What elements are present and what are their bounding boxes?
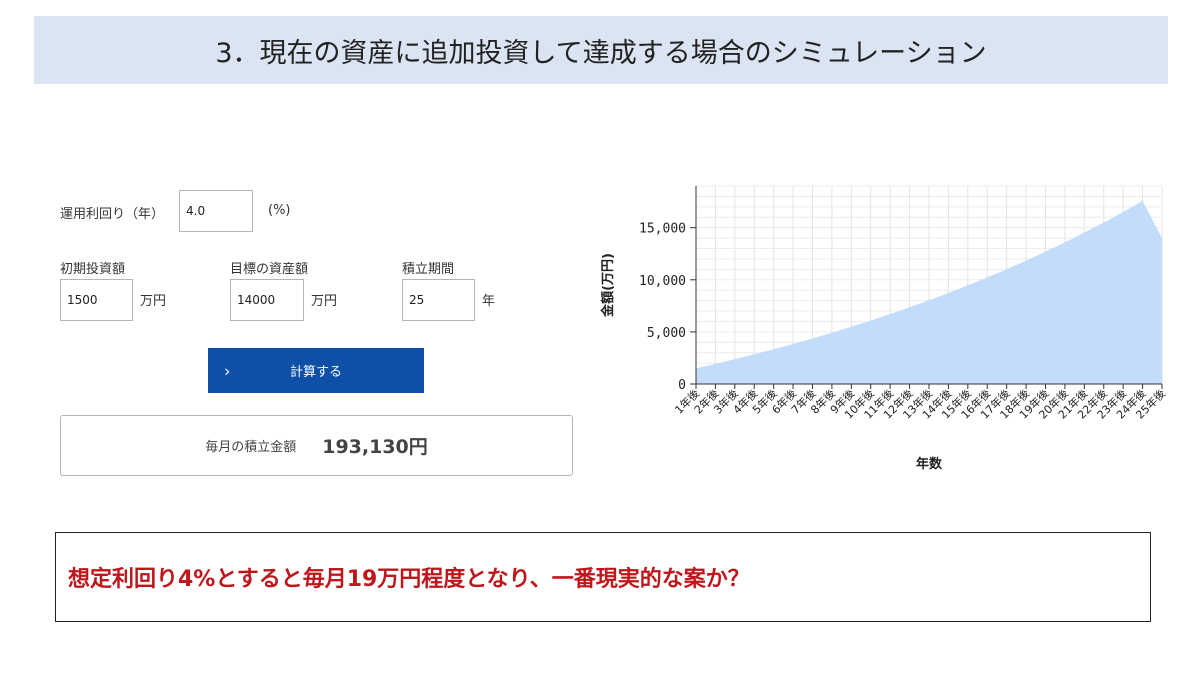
target-label: 目標の資産額 (230, 262, 309, 277)
page-title: 3．現在の資産に追加投資して達成する場合のシミュレーション (215, 37, 987, 69)
data-point (869, 319, 872, 322)
y-tick-label: 0 (678, 378, 686, 393)
data-point (1161, 237, 1163, 239)
target-input[interactable] (237, 293, 297, 307)
y-tick-label: 15,000 (639, 222, 686, 237)
initial-label: 初期投資額 (60, 262, 126, 277)
y-tick-label: 10,000 (639, 274, 686, 289)
asset-growth-chart: 05,00010,00015,0001年後2年後3年後4年後5年後6年後7年後8… (600, 185, 1168, 472)
note-text: 想定利回り4%とすると毎月19万円程度となり、一番現実的な案か？ (68, 567, 750, 592)
rate-unit: (%) (268, 203, 291, 218)
period-unit: 年 (482, 294, 496, 309)
area-series (696, 201, 1162, 384)
data-point (831, 331, 833, 334)
period-input[interactable] (409, 293, 468, 307)
data-point (967, 284, 969, 287)
rate-input[interactable] (186, 204, 246, 218)
rate-field[interactable] (179, 190, 253, 232)
target-unit: 万円 (311, 294, 338, 309)
result-value: 193,130円 (322, 436, 428, 458)
y-tick-label: 5,000 (647, 326, 686, 341)
data-point (792, 343, 794, 345)
data-point (1083, 231, 1086, 234)
data-point (811, 337, 814, 340)
data-point (947, 292, 950, 294)
data-point (928, 299, 930, 302)
period-label: 積立期間 (402, 262, 455, 277)
period-field[interactable] (402, 279, 475, 321)
data-point (714, 363, 717, 365)
result-box: 毎月の積立金額 193,130円 (60, 415, 573, 476)
data-point (1005, 268, 1008, 271)
data-point (1044, 250, 1047, 253)
data-point (889, 313, 891, 315)
calculate-button-label: 計算する (289, 365, 342, 380)
target-field[interactable] (230, 279, 304, 321)
data-point (986, 276, 989, 279)
rate-label: 運用利回り（年） (60, 207, 165, 222)
data-point (908, 306, 911, 309)
initial-field[interactable] (60, 279, 133, 321)
data-point (1141, 200, 1144, 202)
chevron-right-icon: › (224, 361, 231, 380)
data-point (772, 348, 775, 351)
x-axis-title: 年数 (916, 456, 943, 472)
data-point (1122, 211, 1124, 213)
note-box: 想定利回り4%とすると毎月19万円程度となり、一番現実的な案か？ (55, 532, 1151, 622)
initial-unit: 万円 (140, 294, 167, 309)
data-point (1102, 221, 1105, 224)
data-point (753, 353, 756, 356)
data-point (850, 325, 853, 328)
data-point (1025, 259, 1027, 262)
initial-input[interactable] (67, 293, 126, 307)
title-banner: 3．現在の資産に追加投資して達成する場合のシミュレーション (34, 16, 1168, 84)
data-point (734, 358, 736, 360)
data-point (1064, 241, 1066, 244)
calculate-button[interactable]: › 計算する (208, 348, 424, 393)
y-axis-title: 金額(万円) (600, 253, 616, 318)
result-label: 毎月の積立金額 (205, 440, 297, 455)
